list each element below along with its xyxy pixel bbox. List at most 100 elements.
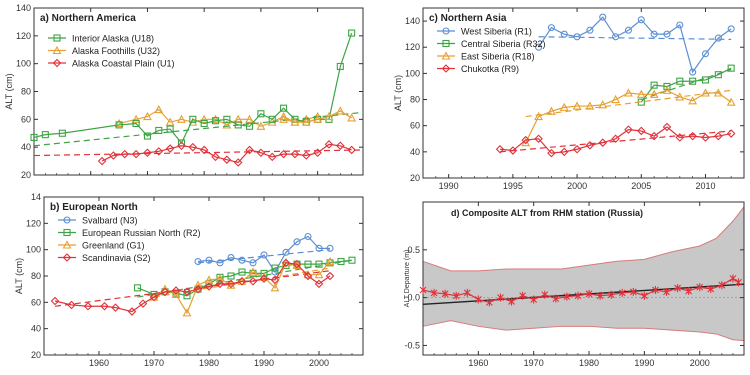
data-point: [204, 282, 214, 291]
data-point: [463, 288, 471, 297]
x-tick-label: 1980: [579, 358, 599, 368]
data-point: [109, 151, 118, 160]
data-point: [726, 97, 736, 106]
y-tick-label: 80: [21, 87, 31, 97]
data-point: [238, 256, 246, 264]
data-point: [689, 77, 697, 85]
data-point: [100, 302, 109, 311]
data-point: [486, 298, 493, 307]
legend-label: Chukotka (R9): [461, 64, 519, 74]
data-point: [675, 133, 685, 142]
legend-label: Greenland (G1): [82, 241, 145, 251]
plot-frame: [422, 201, 745, 356]
y-tick-label: 20: [21, 170, 31, 180]
data-point: [535, 43, 543, 51]
legend-swatch-marker: [62, 253, 72, 262]
data-point: [572, 144, 582, 154]
trend-line: [641, 68, 732, 101]
data-point: [293, 238, 301, 246]
series-line: [54, 262, 331, 313]
data-point: [637, 16, 645, 24]
data-point: [143, 132, 151, 140]
data-point: [171, 289, 181, 298]
data-point: [127, 307, 137, 316]
data-point: [336, 141, 345, 151]
data-point: [612, 33, 620, 41]
panel-title: c) Northern Asia: [429, 13, 507, 24]
data-point: [474, 295, 482, 304]
data-point: [271, 268, 279, 276]
panel-d: -0.5 0.0 0.5 1960 1970 1980 1990 2000 ALT Depart…: [404, 201, 745, 368]
data-point: [541, 290, 549, 299]
data-point: [547, 24, 555, 32]
series-east-siberia-r18-: [521, 85, 736, 147]
trend-line: [197, 249, 331, 264]
x-tick-label: 1995: [503, 181, 523, 191]
data-point: [58, 129, 66, 137]
series-scandinavia-s2-: [50, 258, 335, 316]
x-tick-label: 1960: [89, 358, 109, 368]
trend-line: [33, 111, 364, 147]
series-chukotka-r9-: [495, 122, 736, 158]
data-point: [650, 81, 658, 89]
data-point: [650, 30, 658, 38]
data-point: [674, 284, 681, 293]
data-point: [637, 126, 646, 136]
data-point: [216, 259, 224, 267]
data-point: [260, 251, 268, 259]
series-line: [538, 16, 732, 74]
data-point: [624, 125, 633, 134]
data-point: [234, 121, 242, 129]
data-point: [585, 101, 595, 110]
data-point: [267, 152, 277, 162]
data-point: [636, 89, 646, 98]
data-point: [624, 88, 633, 97]
data-point: [348, 29, 356, 37]
x-tick-label: 1990: [439, 181, 459, 191]
panel-b: 20 40 60 80 100 120 14 1960 1970 1980 1990 2000 ALT …: [14, 192, 364, 368]
data-point: [714, 71, 722, 79]
data-point: [226, 279, 236, 289]
data-point: [727, 25, 735, 33]
data-point: [701, 88, 710, 97]
panel-a: 20 40 60 80 100 120 140 ALT (cm) a) Northern Ame…: [4, 3, 364, 180]
legend-label: Interior Alaska (U18): [72, 34, 154, 44]
extra-series-point: [154, 104, 164, 114]
data-point: [663, 30, 671, 38]
y-tick-label: 40: [410, 147, 420, 157]
x-tick-label: 2010: [695, 181, 715, 191]
data-point: [534, 111, 543, 121]
y-tick-label: 40: [21, 142, 31, 152]
band-lower-edge: [422, 320, 745, 342]
series-line: [525, 89, 732, 143]
y-tick-label: 14: [31, 192, 41, 202]
data-point: [314, 270, 324, 279]
data-point: [649, 131, 659, 141]
data-point: [618, 288, 626, 297]
data-point: [441, 289, 449, 298]
data-point: [138, 299, 148, 308]
data-point: [689, 68, 697, 76]
data-point: [160, 287, 170, 297]
data-point: [347, 145, 356, 155]
y-tick-label: 20: [31, 350, 41, 360]
data-point: [271, 264, 279, 272]
data-point: [166, 125, 174, 133]
series-line: [499, 126, 732, 154]
data-point: [313, 148, 322, 158]
series-alaska-foothills-u32-: [279, 106, 357, 126]
series-svalbard-n3-: [194, 232, 334, 276]
extra-series-point: [165, 117, 175, 126]
legend-swatch-marker: [63, 228, 71, 237]
x-tick-label: 1970: [144, 358, 164, 368]
data-point: [573, 33, 581, 41]
data-point: [270, 275, 280, 285]
data-point: [155, 126, 163, 135]
panel-c: 20 40 60 80 100 120 140 1990 1995 2000 2005 2010 ALT…: [393, 7, 745, 191]
data-point: [530, 295, 538, 304]
series-composite: [419, 274, 745, 307]
y-axis-label: ALT (cm): [4, 73, 14, 109]
data-point: [611, 94, 621, 104]
data-point: [315, 260, 323, 268]
data-point: [495, 144, 505, 154]
